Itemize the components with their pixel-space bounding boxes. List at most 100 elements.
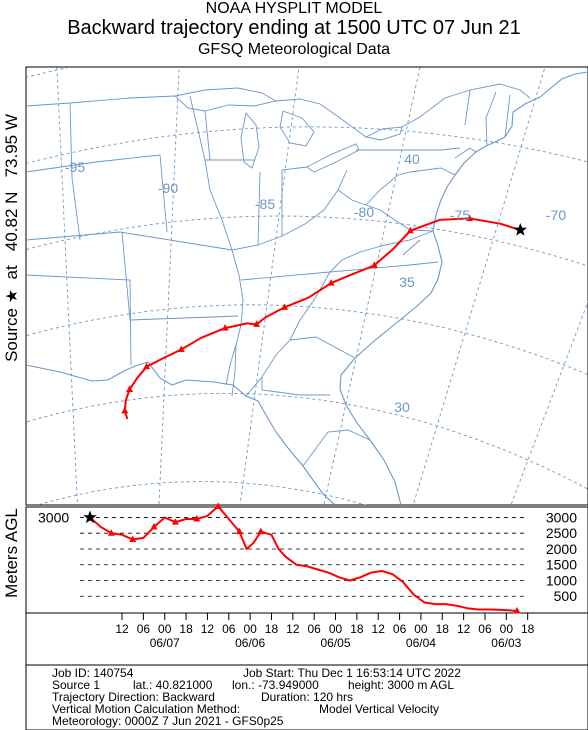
parallel-line [26,392,588,490]
hour-tick-label: 00 [414,622,428,636]
boundary-line [257,171,261,246]
boundary-line [129,315,239,321]
hour-tick-label: 18 [350,622,364,636]
altitude-hour-marker [513,607,521,614]
boundary-line [240,111,260,169]
meteorology-info: Meteorology: 0000Z 7 Jun 2021 - GFS0p25 [52,714,284,728]
source-star-icon [513,223,527,236]
map-frame [25,66,588,506]
vertical-model: Model Vertical Velocity [319,702,440,716]
info-frame [25,664,588,730]
coastline [26,361,336,505]
altitude-hour-marker [107,529,115,536]
altitude-tick-label: 3000 [546,509,577,525]
meridian-line [323,67,421,505]
hour-tick-label: 06 [478,622,492,636]
hour-tick-label: 18 [265,622,279,636]
job-start: Job Start: Thu Dec 1 16:53:14 UTC 2022 [243,666,461,680]
vertical-frame [25,506,588,614]
model-title: NOAA HYSPLIT MODEL [205,0,383,17]
grid-labels: -95 -90 -85 -80 -75 -70 40 35 30 [65,151,566,415]
altitude-hour-marker [214,502,222,509]
parallel-line [26,67,73,78]
parallel-line [35,481,368,505]
altitude-tick-label: 500 [554,588,578,604]
longitude-label: -70 [546,207,566,223]
boundary-line [121,231,131,321]
boundary-line [365,171,411,206]
boundary-line [329,230,434,273]
altitude-tick-label: 2000 [546,541,577,557]
altitude-hour-marker [257,527,265,535]
date-tick-label: 06/03 [491,636,521,650]
time-axis: 12 06 00 18 12 06 00 18 12 06 00 18 12 06 00 18 12 06 00 18… [115,613,535,650]
boundary-line [174,87,278,112]
latitude-label: 30 [394,399,410,415]
altitude-tick-label: 1500 [546,557,577,573]
boundary-line [231,169,348,251]
boundary-line [26,274,132,366]
hour-tick-label: 06 [393,622,407,636]
boundary-line [402,239,421,256]
trajectory-path [121,214,527,420]
boundary-line [261,377,330,396]
trajectory-line [123,217,521,420]
latitude-label: 35 [399,274,415,290]
vertical-method: Vertical Motion Calculation Method: [52,702,241,716]
hour-tick-label: 00 [243,622,257,636]
source-number: Source 1 [52,678,101,692]
parallel-line [26,215,588,267]
source-altitude-label: 3000 [38,509,69,525]
boundary-line [464,89,471,126]
trajectory-hour-marker [281,303,289,310]
trajectory-hour-marker [466,214,474,221]
meridian-line [510,300,588,505]
boundary-line [289,336,356,359]
hour-tick-label: 12 [115,622,129,636]
hour-tick-label: 06 [222,622,236,636]
trajectory-hour-marker [406,226,414,234]
boundary-line [26,231,233,251]
boundary-line [454,147,477,159]
longitude-label: -85 [255,196,275,212]
source-lon-info: lon.: -73.949000 [232,678,319,692]
altitude-hour-marker [129,535,137,543]
boundary-line [409,167,456,176]
meridian-line [412,67,546,505]
meridian-line [0,71,6,602]
boundary-line [240,261,439,281]
boundary-line [204,110,211,161]
hour-tick-label: 06 [137,622,151,636]
data-source-title: GFSQ Meteorological Data [197,41,391,58]
date-tick-label: 06/05 [321,636,351,650]
hour-tick-label: 12 [286,622,300,636]
boundary-line [69,102,73,179]
parallel-line [26,304,588,376]
trajectory-direction: Trajectory Direction: Backward [52,690,215,704]
date-tick-label: 06/07 [150,636,180,650]
trajectory-hour-marker [370,261,378,268]
trajectory-hour-marker [177,345,185,352]
coastline [492,71,588,144]
boundary-line [302,429,371,467]
job-id: Job ID: 140754 [52,666,134,680]
boundary-line [281,166,308,236]
date-tick-label: 06/06 [235,636,265,650]
meridian-line [158,67,180,505]
meridian-line [239,67,300,505]
hour-tick-label: 12 [201,622,215,636]
trajectory-hour-marker [121,406,129,414]
boundary-line [245,271,331,397]
longitude-label: -90 [158,180,178,196]
trajectory-duration: Duration: 120 hrs [261,690,354,704]
boundary-line [189,95,244,386]
boundary-line [159,154,168,233]
parallel-line [26,126,588,164]
hour-tick-label: 12 [457,622,471,636]
trajectory-hour-marker [221,324,229,331]
altitude-hour-marker [193,515,201,522]
meridian-line [531,79,588,700]
boundary-line [337,189,434,232]
